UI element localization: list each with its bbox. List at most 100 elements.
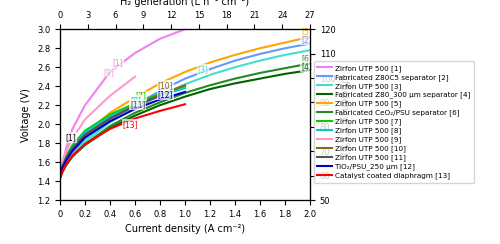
TiO₂/PSU_250 μm [12] xyxy=(132,108,138,111)
Zirfon UTP 500 [11] xyxy=(70,146,75,149)
Text: [8]: [8] xyxy=(130,96,141,105)
Zirfon UTP 500 [10] xyxy=(132,104,138,107)
Line: Zirfon UTP 500 [1]: Zirfon UTP 500 [1] xyxy=(60,29,185,173)
Fabricated Z80C5 separator [2] xyxy=(63,161,69,163)
Fabricated Z80_300 μm separator [4] xyxy=(157,104,163,107)
Zirfon UTP 500 [8] xyxy=(82,131,88,134)
Fabricated Z80_300 μm separator [4] xyxy=(60,170,66,173)
Zirfon UTP 500 [8] xyxy=(107,115,113,118)
Zirfon UTP 500 [5] xyxy=(207,61,213,64)
Zirfon UTP 500 [11] xyxy=(157,94,163,97)
Zirfon UTP 500 [1] xyxy=(70,127,75,130)
Line: Zirfon UTP 500 [11]: Zirfon UTP 500 [11] xyxy=(60,96,160,174)
Zirfon UTP 500 [7] xyxy=(82,129,88,132)
Zirfon UTP 500 [5] xyxy=(257,47,263,50)
Zirfon UTP 500 [3] xyxy=(63,163,69,165)
Line: Catalyst coated diaphragm [13]: Catalyst coated diaphragm [13] xyxy=(60,104,185,179)
Fabricated Z80C5 separator [2] xyxy=(57,175,63,178)
Catalyst coated diaphragm [13] xyxy=(63,163,69,165)
Fabricated Z80C5 separator [2] xyxy=(132,104,138,107)
Text: [6]: [6] xyxy=(301,54,312,63)
Zirfon UTP 500 [10] xyxy=(157,93,163,96)
Zirfon UTP 500 [7] xyxy=(107,113,113,116)
Zirfon UTP 500 [5] xyxy=(132,96,138,99)
TiO₂/PSU_250 μm [12] xyxy=(70,149,75,152)
Zirfon UTP 500 [7] xyxy=(60,163,66,166)
Zirfon UTP 500 [11] xyxy=(82,133,88,136)
Fabricated Z80C5 separator [2] xyxy=(207,68,213,71)
Zirfon UTP 500 [5] xyxy=(57,174,63,177)
X-axis label: Current density (A cm⁻²): Current density (A cm⁻²) xyxy=(125,224,245,234)
Fabricated Z80C5 separator [2] xyxy=(107,118,113,121)
Zirfon UTP 500 [3] xyxy=(132,107,138,110)
Catalyst coated diaphragm [13] xyxy=(60,170,66,173)
Zirfon UTP 500 [5] xyxy=(70,148,75,151)
Zirfon UTP 500 [3] xyxy=(307,49,313,52)
TiO₂/PSU_250 μm [12] xyxy=(82,136,88,139)
Fabricated Z80C5 separator [2] xyxy=(307,42,313,45)
Zirfon UTP 500 [7] xyxy=(157,92,163,95)
Catalyst coated diaphragm [13] xyxy=(82,143,88,146)
Text: [7]: [7] xyxy=(135,92,146,101)
Zirfon UTP 500 [8] xyxy=(132,104,138,107)
Text: [12]: [12] xyxy=(158,91,173,100)
Zirfon UTP 500 [3] xyxy=(82,140,88,143)
TiO₂/PSU_250 μm [12] xyxy=(182,91,188,93)
Zirfon UTP 500 [8] xyxy=(70,145,75,148)
Fabricated Z80C5 separator [2] xyxy=(232,59,238,62)
Fabricated Z80_300 μm separator [4] xyxy=(70,155,75,158)
Zirfon UTP 500 [9] xyxy=(70,137,75,140)
Text: [9]: [9] xyxy=(104,68,115,77)
Fabricated Z80_300 μm separator [4] xyxy=(307,69,313,71)
Zirfon UTP 500 [1] xyxy=(157,37,163,40)
Zirfon UTP 500 [3] xyxy=(257,59,263,62)
TiO₂/PSU_250 μm [12] xyxy=(107,120,113,123)
Zirfon UTP 500 [7] xyxy=(70,143,75,146)
Fabricated Z80C5 separator [2] xyxy=(282,47,288,50)
Catalyst coated diaphragm [13] xyxy=(57,178,63,181)
Zirfon UTP 500 [3] xyxy=(232,66,238,69)
X-axis label: H₂ generation (L h⁻¹ cm⁻²): H₂ generation (L h⁻¹ cm⁻²) xyxy=(120,0,250,7)
TiO₂/PSU_250 μm [12] xyxy=(57,174,63,177)
Zirfon UTP 500 [5] xyxy=(107,111,113,114)
Fabricated Z80_300 μm separator [4] xyxy=(182,95,188,98)
Zirfon UTP 500 [11] xyxy=(63,156,69,159)
Zirfon UTP 500 [3] xyxy=(57,176,63,179)
Fabricated CeO₂/PSU separator [6] xyxy=(60,170,66,173)
Fabricated Z80_300 μm separator [4] xyxy=(232,82,238,85)
Zirfon UTP 500 [3] xyxy=(157,94,163,97)
Fabricated CeO₂/PSU separator [6] xyxy=(63,163,69,166)
Fabricated CeO₂/PSU separator [6] xyxy=(207,84,213,87)
Y-axis label: Voltage (V): Voltage (V) xyxy=(22,88,32,142)
Zirfon UTP 500 [9] xyxy=(57,170,63,173)
Zirfon UTP 500 [10] xyxy=(107,117,113,120)
TiO₂/PSU_250 μm [12] xyxy=(157,98,163,101)
Fabricated Z80_300 μm separator [4] xyxy=(257,77,263,80)
Zirfon UTP 500 [7] xyxy=(132,102,138,105)
Zirfon UTP 500 [3] xyxy=(282,53,288,56)
Zirfon UTP 500 [7] xyxy=(57,172,63,175)
Zirfon UTP 500 [3] xyxy=(107,121,113,124)
Fabricated CeO₂/PSU separator [6] xyxy=(57,176,63,179)
Fabricated Z80_300 μm separator [4] xyxy=(57,176,63,179)
Text: [10]: [10] xyxy=(158,81,173,90)
Zirfon UTP 500 [10] xyxy=(57,173,63,176)
Zirfon UTP 500 [10] xyxy=(182,84,188,87)
Zirfon UTP 500 [5] xyxy=(157,82,163,85)
Zirfon UTP 500 [3] xyxy=(182,83,188,86)
Line: Zirfon UTP 500 [5]: Zirfon UTP 500 [5] xyxy=(60,37,310,175)
Zirfon UTP 500 [3] xyxy=(70,153,75,156)
Fabricated Z80_300 μm separator [4] xyxy=(82,143,88,146)
Text: [1]: [1] xyxy=(65,133,76,142)
Line: Zirfon UTP 500 [8]: Zirfon UTP 500 [8] xyxy=(60,88,185,174)
Zirfon UTP 500 [8] xyxy=(157,94,163,97)
Zirfon UTP 500 [10] xyxy=(60,165,66,168)
Legend: Zirfon UTP 500 [1], Fabricated Z80C5 separator [2], Zirfon UTP 500 [3], Fabricat: Zirfon UTP 500 [1], Fabricated Z80C5 sep… xyxy=(314,61,474,183)
Fabricated CeO₂/PSU separator [6] xyxy=(107,125,113,128)
Fabricated CeO₂/PSU separator [6] xyxy=(307,62,313,65)
Line: Fabricated CeO₂/PSU separator [6]: Fabricated CeO₂/PSU separator [6] xyxy=(60,63,310,177)
Fabricated Z80C5 separator [2] xyxy=(70,151,75,154)
Text: [4]: [4] xyxy=(301,62,312,71)
Zirfon UTP 500 [11] xyxy=(57,173,63,176)
Zirfon UTP 500 [5] xyxy=(82,132,88,135)
